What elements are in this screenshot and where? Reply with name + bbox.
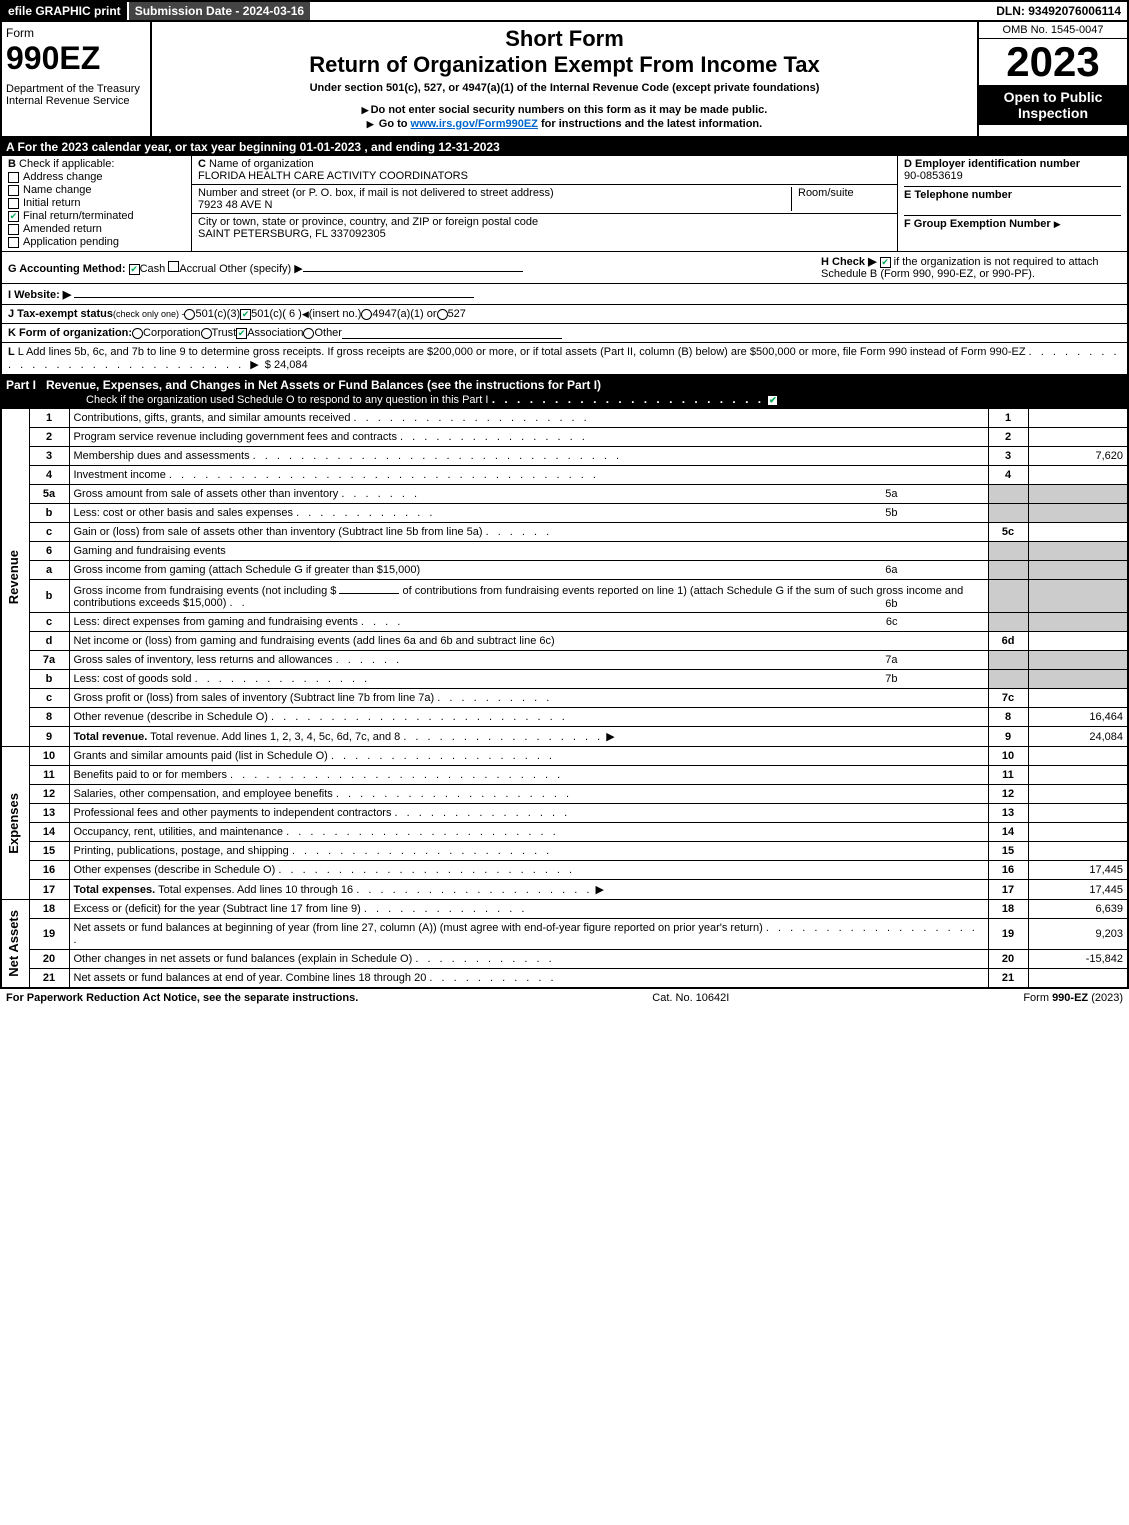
part1-header: Part I Revenue, Expenses, and Changes in… [0,375,1129,409]
line14-value [1028,823,1128,842]
street-address: 7923 48 AVE N [198,199,272,211]
form-id-footer: Form 990-EZ (2023) [1023,992,1123,1004]
app-pending-checkbox[interactable] [8,237,19,248]
final-return-checkbox[interactable] [8,211,19,222]
section-k: K Form of organization: Corporation Trus… [0,324,1129,343]
main-title: Return of Organization Exempt From Incom… [160,52,969,78]
corp-radio[interactable] [132,328,143,339]
form-word: Form [6,26,146,40]
section-a: A For the 2023 calendar year, or tax yea… [0,138,1129,156]
line19-value: 9,203 [1028,919,1128,950]
trust-radio[interactable] [201,328,212,339]
catalog-number: Cat. No. 10642I [652,992,729,1004]
line13-value [1028,804,1128,823]
initial-return-checkbox[interactable] [8,198,19,209]
line20-value: -15,842 [1028,950,1128,969]
line16-value: 17,445 [1028,861,1128,880]
efile-label: efile GRAPHIC print [2,2,127,20]
ein-label: D Employer identification number [904,158,1121,170]
line21-value [1028,969,1128,988]
section-g-h: G Accounting Method: Cash Accrual Other … [0,252,1129,284]
dln: DLN: 93492076006114 [990,2,1127,20]
top-bar: efile GRAPHIC print Submission Date - 20… [0,0,1129,22]
line10-value [1028,747,1128,766]
line12-value [1028,785,1128,804]
line4-value [1028,466,1128,485]
notice-link-line: Go to www.irs.gov/Form990EZ for instruct… [160,118,969,130]
gross-receipts-amount: $ 24,084 [265,359,308,371]
line2-value [1028,428,1128,447]
schedule-b-checkbox[interactable] [880,257,891,268]
revenue-label: Revenue [6,550,21,604]
line6d-value [1028,632,1128,651]
501c-checkbox[interactable] [240,309,251,320]
form-number: 990EZ [6,40,146,77]
ein-value: 90-0853619 [904,170,1121,182]
phone-label: E Telephone number [904,186,1121,201]
name-change-checkbox[interactable] [8,185,19,196]
dept-label: Department of the Treasury [6,83,146,95]
line1-value [1028,409,1128,428]
section-bcdef: B Check if applicable: Address change Na… [0,156,1129,252]
line15-value [1028,842,1128,861]
line7c-value [1028,689,1128,708]
city-state-zip: SAINT PETERSBURG, FL 337092305 [198,228,386,240]
part1-table: Revenue 1Contributions, gifts, grants, a… [0,409,1129,988]
line17-value: 17,445 [1028,880,1128,900]
line8-value: 16,464 [1028,708,1128,727]
501c3-radio[interactable] [184,309,195,320]
line5c-value [1028,523,1128,542]
tax-year: 2023 [979,39,1127,85]
line3-value: 7,620 [1028,447,1128,466]
amended-return-checkbox[interactable] [8,224,19,235]
cash-checkbox[interactable] [129,264,140,275]
section-i: I Website: ▶ [0,284,1129,305]
section-l: L L Add lines 5b, 6c, and 7b to line 9 t… [0,343,1129,375]
addr-change-checkbox[interactable] [8,172,19,183]
section-j: J Tax-exempt status (check only one) - 5… [0,305,1129,324]
other-org-radio[interactable] [303,328,314,339]
pra-notice: For Paperwork Reduction Act Notice, see … [6,992,358,1004]
line18-value: 6,639 [1028,900,1128,919]
line11-value [1028,766,1128,785]
irs-label: Internal Revenue Service [6,95,146,107]
527-radio[interactable] [437,309,448,320]
omb-number: OMB No. 1545-0047 [979,22,1127,39]
subtitle: Under section 501(c), 527, or 4947(a)(1)… [160,82,969,94]
form-header: Form 990EZ Department of the Treasury In… [0,22,1129,138]
assoc-checkbox[interactable] [236,328,247,339]
irs-link[interactable]: www.irs.gov/Form990EZ [411,118,538,130]
short-form-title: Short Form [160,26,969,52]
expenses-label: Expenses [6,793,21,854]
submission-date: Submission Date - 2024-03-16 [127,2,310,20]
accrual-checkbox[interactable] [168,261,179,272]
notice-ssn: Do not enter social security numbers on … [160,104,969,116]
page-footer: For Paperwork Reduction Act Notice, see … [0,988,1129,1007]
part1-schedule-o-checkbox[interactable] [767,395,778,406]
line9-value: 24,084 [1028,727,1128,747]
org-name: FLORIDA HEALTH CARE ACTIVITY COORDINATOR… [198,170,468,182]
net-assets-label: Net Assets [6,910,21,977]
4947a1-radio[interactable] [361,309,372,320]
inspection-badge: Open to Public Inspection [979,85,1127,125]
